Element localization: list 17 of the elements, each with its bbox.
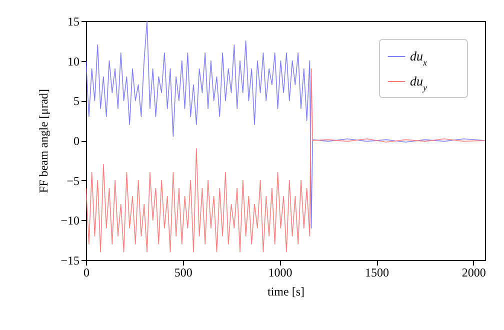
- legend-label: du$_{y}$: [410, 74, 428, 92]
- y-tick-label: −15: [60, 254, 80, 268]
- y-tick-label: 10: [68, 54, 80, 68]
- legend-label: du$_{x}$: [410, 48, 428, 68]
- y-axis-title: FF beam angle [μrad]: [36, 88, 51, 194]
- x-axis-title: time [s]: [268, 284, 304, 298]
- y-tick-label: 0: [74, 134, 80, 148]
- x-tick-label: 500: [174, 266, 192, 280]
- y-tick-label: −5: [66, 174, 80, 188]
- y-tick-label: −10: [60, 214, 80, 228]
- line-series: [86, 68, 485, 252]
- x-tick-label: 1500: [365, 266, 390, 280]
- x-tick-label: 2000: [462, 266, 486, 280]
- y-tick-label: 15: [68, 14, 80, 28]
- x-tick-label: 0: [84, 266, 90, 280]
- y-tick-label: 5: [74, 94, 80, 108]
- x-tick-label: 1000: [268, 266, 292, 280]
